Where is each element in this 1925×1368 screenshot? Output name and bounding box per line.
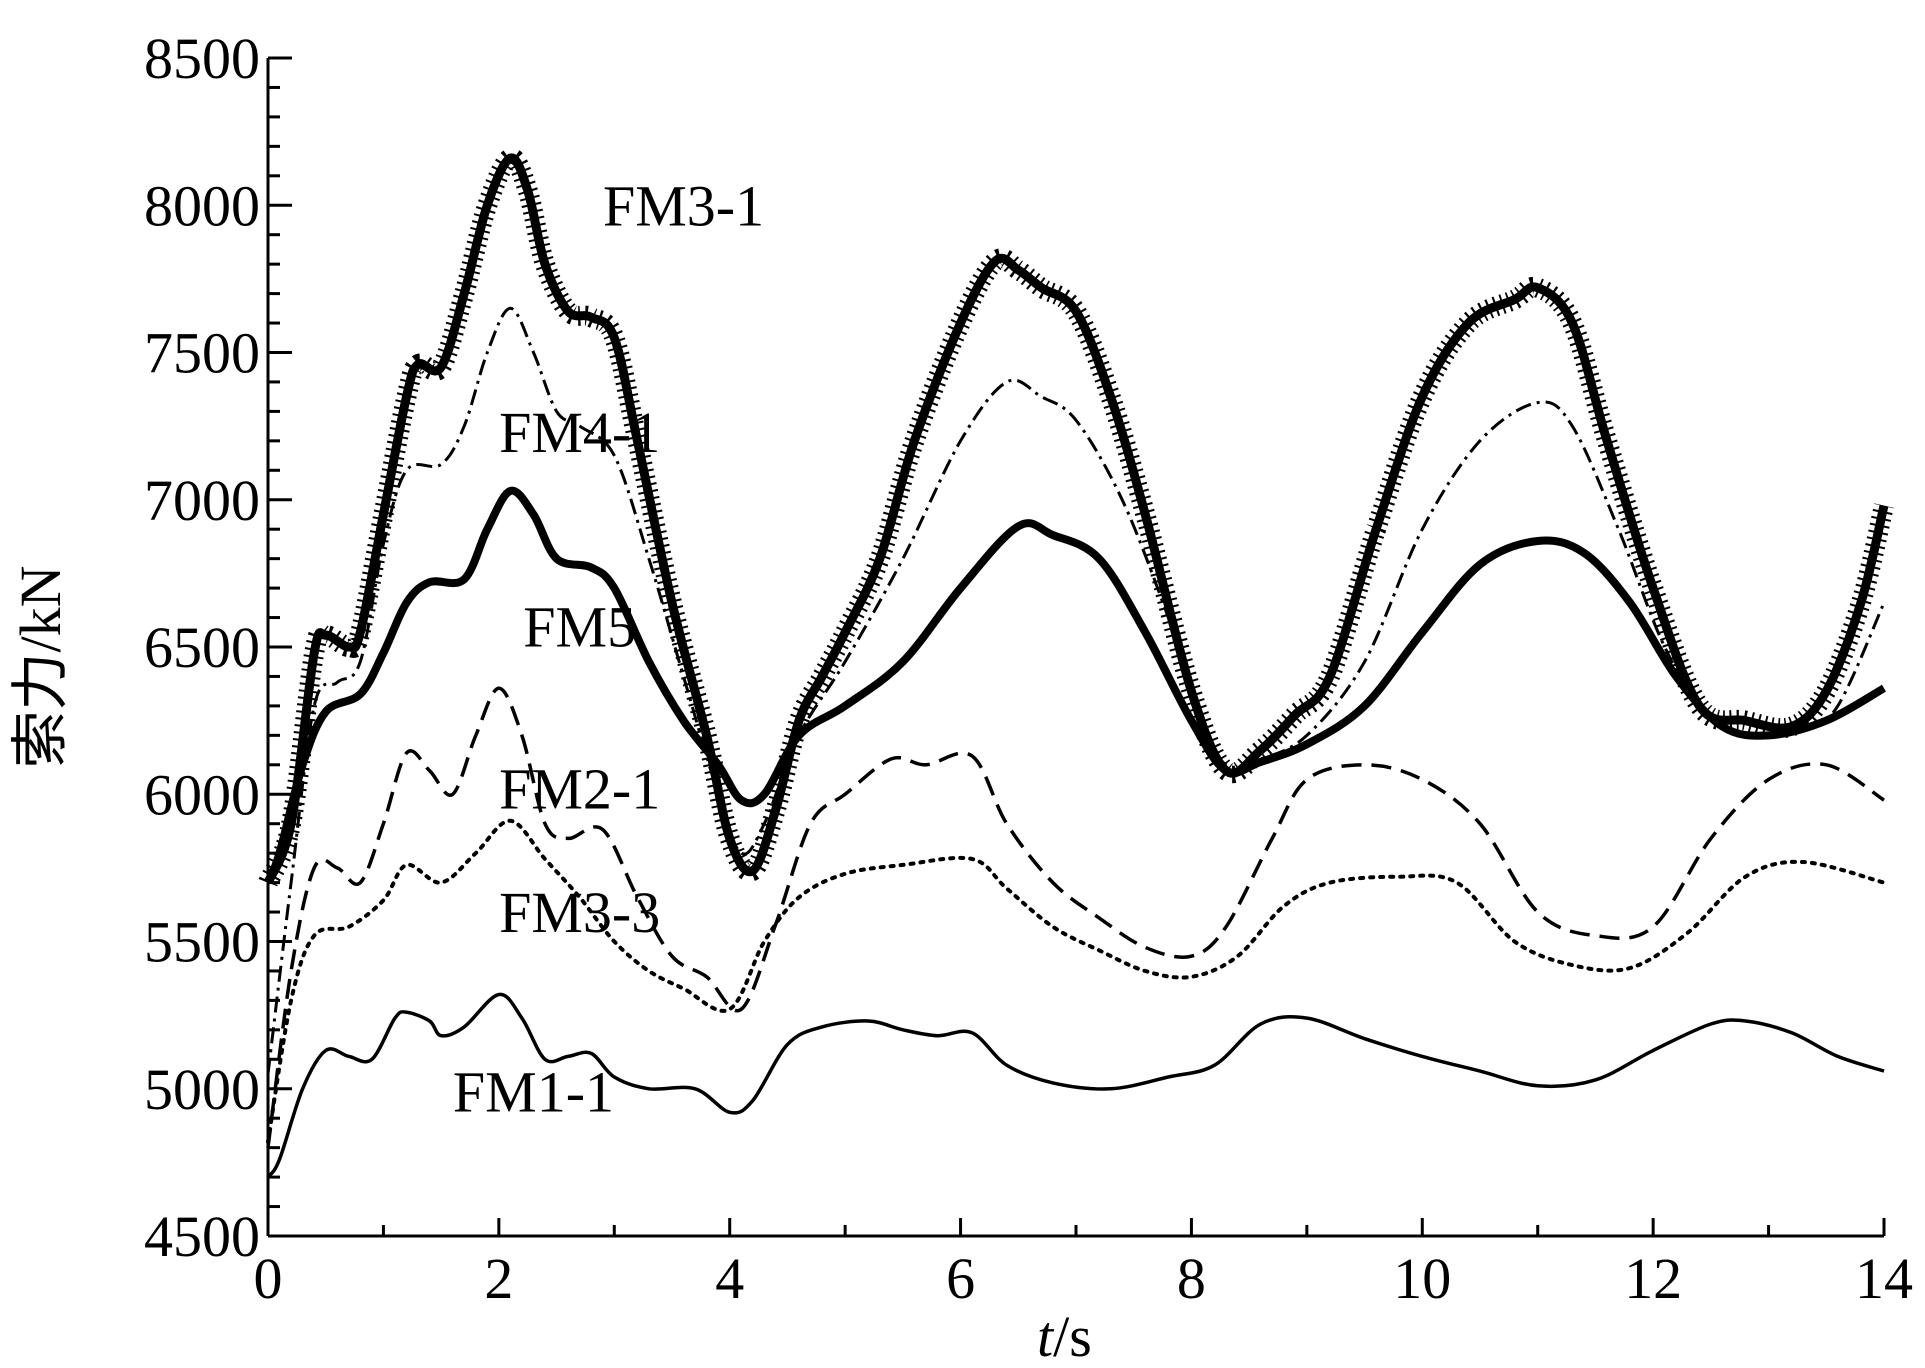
series-fm3-1	[258, 148, 1894, 887]
y-tick-label: 7000	[144, 468, 260, 533]
series-label: FM1-1	[453, 1060, 614, 1125]
x-tick-label: 6	[946, 1246, 975, 1311]
series-fm1-1	[266, 992, 1885, 1179]
y-tick-label: 7500	[144, 321, 260, 386]
y-ticks: 4500 5000 5500 6000 6500 7000 7500 8000 8500	[144, 26, 292, 1269]
y-tick-label: 8500	[144, 26, 260, 91]
x-tick-label: 12	[1624, 1246, 1682, 1311]
series-line	[266, 992, 1885, 1179]
x-tick-label: 14	[1855, 1246, 1913, 1311]
axes: 0 2 4 6 8 10 12 14 4500 5000 5500 6000 6500 7000 7500…	[144, 26, 1913, 1311]
series-line	[264, 486, 1886, 885]
x-ticks: 0 2 4 6 8 10 12 14	[254, 1218, 1913, 1311]
y-tick-label: 6500	[144, 615, 260, 680]
y-tick-label: 8000	[144, 173, 260, 238]
y-tick-label: 5000	[144, 1057, 260, 1122]
y-tick-label: 4500	[144, 1204, 260, 1269]
y-tick-label: 6000	[144, 762, 260, 827]
series-line	[266, 686, 1885, 1148]
series-layer	[258, 148, 1894, 1179]
x-tick-label: 8	[1177, 1246, 1206, 1311]
series-line	[258, 148, 1894, 887]
annotation-layer: FM3-1 FM4-1 FM5 FM2-1 FM3-3 FM1-1	[453, 173, 764, 1124]
series-fm5	[264, 486, 1886, 885]
x-axis-variable: t	[1037, 1304, 1055, 1368]
series-label: FM4-1	[499, 400, 660, 465]
x-tick-label: 0	[254, 1246, 283, 1311]
x-axis-title: t/s	[1037, 1304, 1092, 1368]
x-tick-label: 2	[484, 1246, 513, 1311]
series-label: FM2-1	[499, 756, 660, 821]
x-axis-unit: /s	[1053, 1304, 1092, 1368]
series-label: FM3-3	[499, 880, 660, 945]
series-label: FM5	[523, 594, 636, 659]
series-fm3-3	[266, 818, 1886, 1144]
x-tick-label: 10	[1393, 1246, 1451, 1311]
series-line	[266, 818, 1886, 1144]
series-fm2-1	[266, 686, 1885, 1148]
y-axis-title: 索力/kN	[8, 565, 73, 768]
y-tick-label: 5500	[144, 910, 260, 975]
x-tick-label: 4	[715, 1246, 744, 1311]
series-label: FM3-1	[603, 173, 764, 238]
